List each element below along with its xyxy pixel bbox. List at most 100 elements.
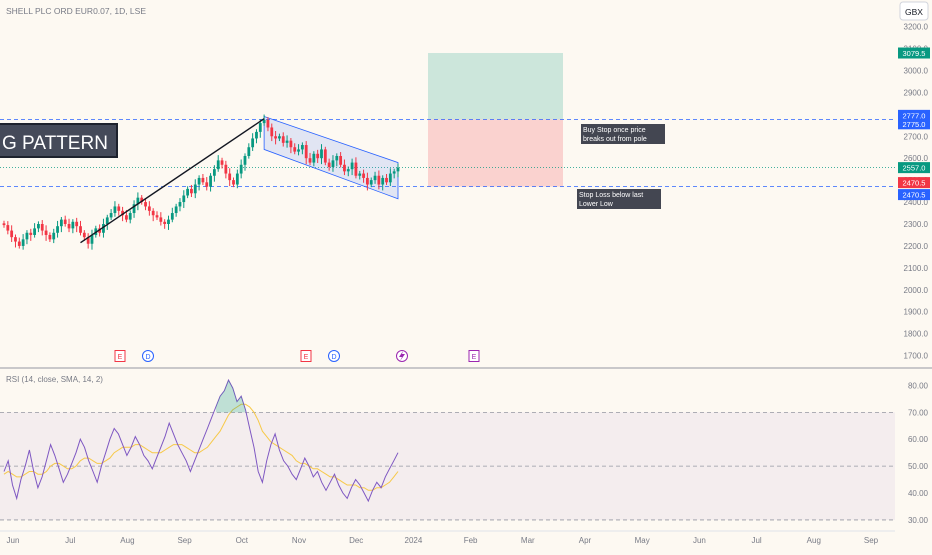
candle [147, 201, 151, 216]
candle [212, 165, 216, 182]
price-tick-label: 1700.0 [904, 352, 929, 361]
annotation-line: Lower Low [579, 201, 614, 208]
candle [105, 214, 109, 230]
candle-body [132, 204, 136, 214]
candle-body [327, 162, 331, 167]
candle [136, 192, 140, 211]
candle-body [258, 123, 262, 132]
symbol-title[interactable]: SHELL PLC ORD EUR0.07, 1D, LSE [6, 6, 146, 16]
price-tag-bg [898, 162, 930, 174]
currency-button[interactable] [899, 1, 929, 21]
annotation-box [577, 189, 661, 209]
candle-body [186, 188, 190, 196]
candle-body [113, 206, 117, 214]
candle-body [40, 224, 44, 231]
event-letter: D [331, 354, 336, 361]
candle [151, 208, 155, 222]
candle-body [159, 217, 163, 222]
candle-body [224, 164, 228, 174]
candle [37, 221, 40, 233]
annotations[interactable]: Buy Stop once price breaks out from pole S… [577, 124, 665, 209]
time-tick-label: Jun [693, 536, 706, 545]
candle-body [212, 169, 216, 176]
candle [251, 133, 255, 151]
event-letter: D [145, 354, 150, 361]
rsi-title[interactable]: RSI (14, close, SMA, 14, 2) [6, 375, 103, 384]
candle-body [308, 158, 312, 163]
candle-body [251, 138, 255, 148]
price-tick-label: 2100.0 [904, 264, 929, 273]
time-tick-label: Oct [236, 536, 249, 545]
candle [182, 190, 186, 208]
target-zone [428, 53, 563, 120]
annotation-callout: Buy Stop once price breaks out from pole [581, 124, 665, 144]
price-tag: 2557.0 [898, 162, 930, 174]
candle [205, 177, 209, 191]
candle-body [125, 215, 128, 220]
candle [17, 237, 21, 249]
candle-body [289, 140, 293, 148]
candle [6, 221, 10, 235]
rsi-axis[interactable]: 80.00 70.00 60.00 50.00 40.00 30.00 [908, 381, 929, 524]
annotation-box [581, 124, 665, 144]
annotation-text: Stop Loss below last Lower Low [579, 192, 643, 208]
rsi-tick-label: 80.00 [908, 381, 929, 390]
level-lines [0, 118, 895, 188]
candle [67, 218, 71, 233]
candle [82, 230, 86, 241]
candle [270, 123, 274, 142]
candle-body [385, 177, 388, 183]
flagpole-line[interactable] [80, 118, 265, 244]
flag-channel[interactable] [263, 115, 399, 200]
position-zones[interactable] [428, 53, 563, 187]
candle [235, 169, 239, 189]
candle [373, 171, 377, 184]
candle-body [52, 232, 56, 240]
candle [128, 210, 132, 224]
candle-body [300, 145, 304, 150]
candle [274, 130, 277, 145]
event-marker: D [142, 350, 154, 362]
candle-body [155, 215, 159, 218]
candle-body [228, 173, 232, 181]
candle [40, 220, 44, 236]
time-tick-label: Sep [177, 536, 192, 545]
time-axis[interactable]: Jun Jul Aug Sep Oct Nov Dec 2024 Feb Mar Apr May Jun… [7, 536, 879, 545]
annotation-line: Buy Stop once price [583, 127, 646, 134]
candle-body [354, 162, 358, 176]
candle [354, 157, 358, 179]
price-tag: 2777.0 [898, 109, 930, 121]
candle [281, 132, 285, 147]
candle-body [323, 149, 327, 163]
candle-body [297, 149, 300, 152]
candle [25, 230, 29, 245]
price-tag: 3079.5 [898, 47, 930, 59]
candle [29, 228, 33, 241]
candle-body [56, 226, 59, 233]
candles [2, 114, 400, 250]
currency-label: GBX [905, 7, 923, 17]
candle-body [362, 173, 365, 178]
price-tag-label: 2777.0 [903, 111, 926, 120]
candle [350, 158, 354, 176]
price-tag-bg [898, 47, 930, 59]
candle [262, 114, 266, 126]
candle-body [293, 147, 297, 152]
candle [369, 177, 373, 188]
candle-body [197, 177, 201, 185]
candle [174, 203, 178, 217]
time-tick-label: Aug [807, 536, 821, 545]
candle-body [346, 169, 350, 172]
candle-body [37, 224, 40, 229]
rsi-tick-label: 70.00 [908, 408, 929, 417]
candle [247, 143, 251, 159]
candle-body [220, 160, 224, 165]
pattern-label-box[interactable] [0, 123, 118, 158]
event-marker: E [300, 350, 312, 362]
time-tick-label: Dec [349, 536, 363, 545]
flag-channel-band [263, 115, 399, 200]
